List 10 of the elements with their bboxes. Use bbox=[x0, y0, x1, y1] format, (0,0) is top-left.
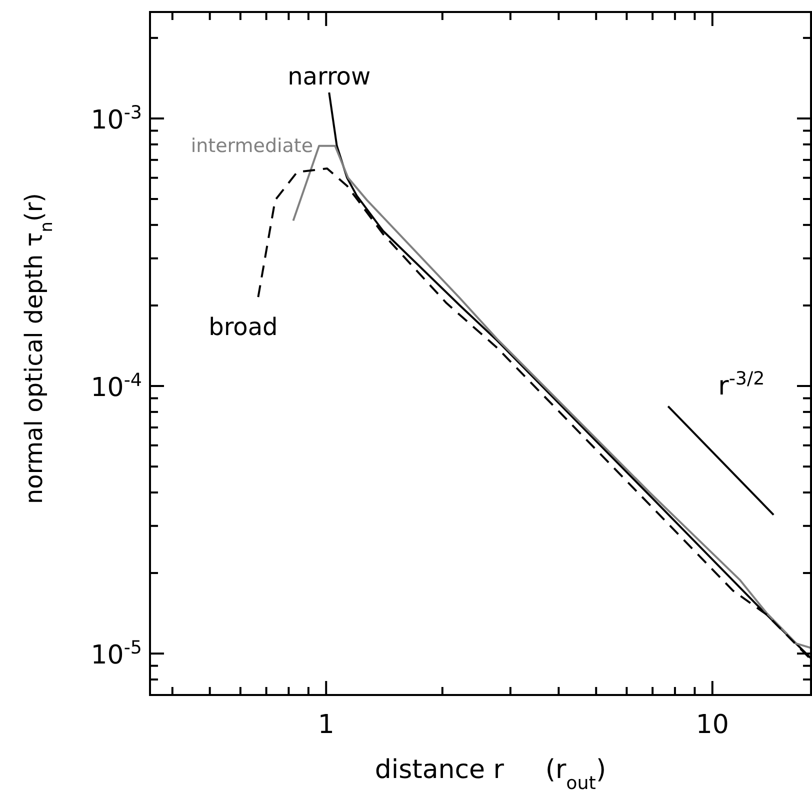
series-label: broad bbox=[208, 313, 278, 342]
y-tick-label: 10$^{-4}$ bbox=[90, 370, 142, 404]
series-label: narrow bbox=[288, 62, 371, 91]
x-tick-label: 1 bbox=[318, 710, 334, 740]
x-axis-title: distance r (r$_{out}$) bbox=[374, 755, 606, 794]
annotation: r$^{-3/2}$ bbox=[718, 368, 765, 402]
series-label: intermediate bbox=[190, 134, 314, 157]
y-tick-label: 10$^{-5}$ bbox=[90, 637, 142, 671]
y-tick-label: 10$^{-3}$ bbox=[90, 102, 142, 136]
x-tick-label: 10 bbox=[696, 710, 729, 740]
